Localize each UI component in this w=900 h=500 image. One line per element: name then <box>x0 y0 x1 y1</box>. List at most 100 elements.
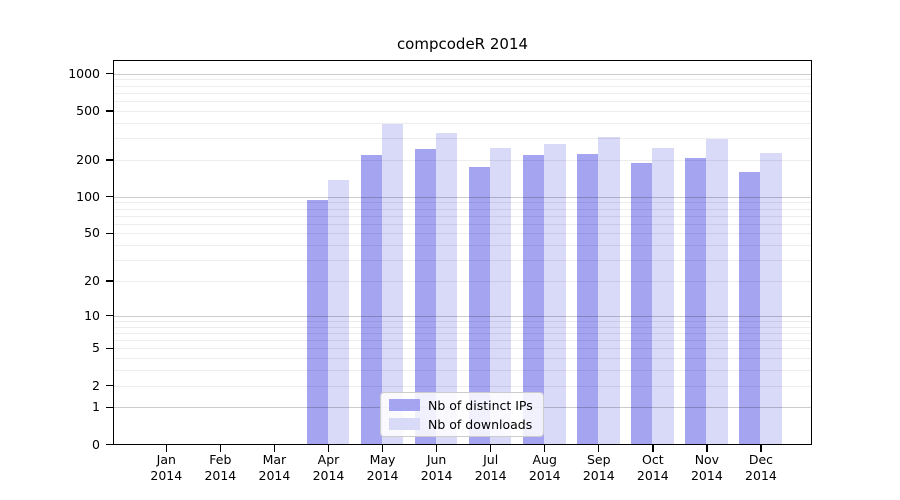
y-tick <box>105 280 113 282</box>
x-tick <box>381 444 384 452</box>
gridline-minor <box>113 101 812 103</box>
x-tick-label: Sep 2014 <box>582 452 615 483</box>
gridline-minor <box>113 208 812 210</box>
y-tick-label: 100 <box>76 188 100 204</box>
x-tick-label: Mar 2014 <box>258 452 291 483</box>
legend-label-distinct-ips: Nb of distinct IPs <box>428 397 533 413</box>
y-tick <box>105 73 113 75</box>
gridline-minor <box>113 260 812 262</box>
bar-distinct-ips-jul <box>468 167 491 445</box>
y-tick <box>105 406 113 408</box>
y-tick-label: 10 <box>84 307 100 323</box>
gridline-minor <box>113 223 812 225</box>
bar-distinct-ips-jun <box>414 148 437 445</box>
gridline-minor <box>113 215 812 217</box>
y-tick <box>105 232 113 235</box>
gridline-minor <box>113 202 812 204</box>
gridline-minor <box>113 110 812 112</box>
x-tick-label: Dec 2014 <box>745 452 777 483</box>
x-tick-label: May 2014 <box>366 452 399 483</box>
bars-layer <box>113 60 812 445</box>
bar-downloads-apr <box>327 179 350 445</box>
bar-distinct-ips-oct <box>631 163 653 445</box>
y-tick <box>105 347 113 350</box>
gridline-minor <box>113 122 812 124</box>
x-tick <box>219 444 222 452</box>
legend-label-downloads: Nb of downloads <box>428 416 533 432</box>
gridline-minor <box>113 92 812 94</box>
bar-downloads-jun <box>436 133 458 445</box>
bar-downloads-oct <box>652 147 674 445</box>
bar-distinct-ips-sep <box>576 153 599 445</box>
y-tick-label: 0 <box>92 436 100 452</box>
gridline-major <box>113 315 812 317</box>
gridline-major <box>113 196 812 198</box>
bar-downloads-jul <box>490 148 512 445</box>
y-tick <box>105 384 113 387</box>
legend-swatch-downloads <box>389 418 420 430</box>
legend-item-distinct-ips: Nb of distinct IPs <box>389 398 535 413</box>
x-tick <box>760 444 762 452</box>
x-tick-label: Nov 2014 <box>690 452 723 483</box>
x-tick <box>598 444 600 452</box>
gridline-minor <box>113 281 812 283</box>
gridline-major <box>113 73 812 75</box>
chart-title: compcodeR 2014 <box>396 35 529 53</box>
gridline-minor <box>113 358 812 360</box>
gridline-minor <box>113 320 812 322</box>
x-tick-label: Aug 2014 <box>528 452 561 483</box>
x-tick <box>327 444 330 452</box>
x-tick <box>652 444 654 452</box>
gridline-minor <box>113 340 812 342</box>
y-tick-label: 500 <box>76 102 100 118</box>
bar-downloads-aug <box>544 143 566 445</box>
gridline-minor <box>113 326 812 328</box>
bar-downloads-nov <box>706 139 728 445</box>
y-tick <box>105 443 113 446</box>
gridline-minor <box>113 138 812 140</box>
bar-distinct-ips-aug <box>522 154 545 445</box>
x-tick <box>435 444 438 452</box>
gridline-minor <box>113 233 812 235</box>
x-tick-label: Apr 2014 <box>312 452 345 483</box>
bar-downloads-sep <box>598 136 620 445</box>
gridline-minor <box>113 79 812 81</box>
gridline-minor <box>113 385 812 387</box>
gridline-minor <box>113 370 812 372</box>
y-tick-label: 1000 <box>68 65 100 81</box>
x-tick <box>544 444 546 452</box>
legend-item-downloads: Nb of downloads <box>389 417 535 432</box>
x-tick-label: Jul 2014 <box>474 452 507 483</box>
bar-downloads-may <box>382 124 404 445</box>
y-tick-label: 1 <box>92 399 100 415</box>
y-tick-label: 50 <box>84 225 100 241</box>
x-tick-label: Jun 2014 <box>420 452 453 483</box>
y-tick-label: 5 <box>92 340 100 356</box>
y-tick <box>105 110 113 112</box>
y-tick <box>105 315 113 317</box>
y-tick-label: 2 <box>92 377 100 393</box>
x-tick <box>489 444 492 452</box>
legend-swatch-distinct-ips <box>389 399 420 411</box>
bar-distinct-ips-may <box>360 154 383 445</box>
gridline-minor <box>113 85 812 87</box>
gridline-minor <box>113 332 812 334</box>
y-tick-label: 200 <box>76 151 100 167</box>
x-tick-label: Jan 2014 <box>150 452 183 483</box>
gridline-minor <box>113 159 812 161</box>
legend: Nb of distinct IPs Nb of downloads <box>380 392 544 437</box>
x-tick-label: Oct 2014 <box>636 452 669 483</box>
bar-distinct-ips-apr <box>306 199 328 445</box>
grid-layer <box>113 60 812 445</box>
y-tick <box>105 196 113 198</box>
x-tick <box>165 444 167 452</box>
x-tick <box>273 444 276 452</box>
x-tick <box>706 444 708 452</box>
gridline-minor <box>113 348 812 350</box>
plot-area <box>113 59 812 445</box>
bar-distinct-ips-nov <box>685 157 707 445</box>
y-tick-label: 20 <box>84 273 100 289</box>
y-tick <box>105 159 113 161</box>
x-tick-label: Feb 2014 <box>204 452 237 483</box>
